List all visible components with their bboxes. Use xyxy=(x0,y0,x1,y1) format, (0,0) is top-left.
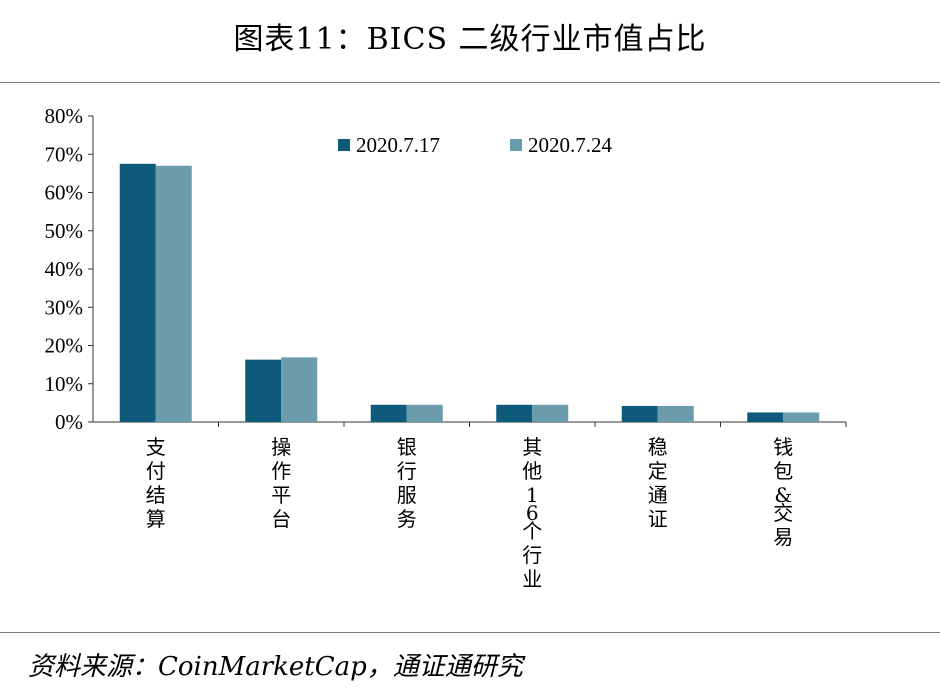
x-category-label: 钱 xyxy=(773,435,793,459)
x-category-label: 个 xyxy=(522,519,542,543)
y-tick-label: 80% xyxy=(45,104,84,128)
bar xyxy=(496,404,533,422)
x-category-label: 服 xyxy=(397,483,417,507)
x-category-label: 算 xyxy=(146,507,166,531)
bar xyxy=(119,163,156,422)
bar xyxy=(532,404,569,422)
x-category-label: 作 xyxy=(271,459,291,483)
bar xyxy=(406,404,443,422)
x-category-label: 稳 xyxy=(648,435,668,459)
bar xyxy=(370,404,407,422)
bar xyxy=(657,405,694,422)
x-category-label: 通 xyxy=(648,483,668,507)
x-category-label: 行 xyxy=(397,459,417,483)
x-category-label: & xyxy=(774,483,792,507)
x-category-label: 平 xyxy=(271,483,291,507)
y-tick-label: 10% xyxy=(45,372,84,396)
top-divider xyxy=(0,82,940,83)
x-category-label: 包 xyxy=(773,459,793,483)
y-tick-label: 0% xyxy=(55,410,83,434)
chart-title: 图表11：BICS 二级行业市值占比 xyxy=(233,22,707,57)
bar xyxy=(245,359,282,422)
legend-label: 2020.7.17 xyxy=(356,133,440,157)
source-note: 资料来源：CoinMarketCap，通证通研究 xyxy=(28,652,523,682)
x-category-label: 台 xyxy=(271,507,291,531)
legend-swatch xyxy=(338,139,350,151)
x-category-label: 易 xyxy=(773,525,793,549)
x-category-label: 证 xyxy=(648,507,668,531)
bar xyxy=(281,357,318,422)
x-category-label: 支 xyxy=(146,435,166,459)
x-category-label: 交 xyxy=(773,501,793,525)
x-category-label: 6 xyxy=(526,501,539,525)
x-category-label: 付 xyxy=(146,459,166,483)
y-tick-label: 20% xyxy=(45,334,84,358)
y-tick-label: 30% xyxy=(45,295,84,319)
x-category-label: 业 xyxy=(522,567,542,591)
bar xyxy=(783,412,820,422)
bar xyxy=(155,165,192,422)
bar xyxy=(621,405,658,422)
y-tick-label: 60% xyxy=(45,181,84,205)
x-category-label: 银 xyxy=(397,435,417,459)
bar xyxy=(747,412,784,422)
y-tick-label: 40% xyxy=(45,257,84,281)
x-category-label: 1 xyxy=(526,483,539,507)
bottom-divider xyxy=(0,632,940,633)
y-tick-label: 50% xyxy=(45,219,84,243)
legend-swatch xyxy=(510,139,522,151)
x-category-label: 结 xyxy=(146,483,166,507)
x-category-label: 其 xyxy=(522,435,542,459)
x-category-label: 定 xyxy=(648,459,668,483)
x-category-label: 操 xyxy=(271,435,291,459)
x-category-label: 行 xyxy=(522,543,542,567)
legend-label: 2020.7.24 xyxy=(528,133,613,157)
x-category-label: 他 xyxy=(522,459,542,483)
x-category-label: 务 xyxy=(397,507,417,531)
y-tick-label: 70% xyxy=(45,142,84,166)
